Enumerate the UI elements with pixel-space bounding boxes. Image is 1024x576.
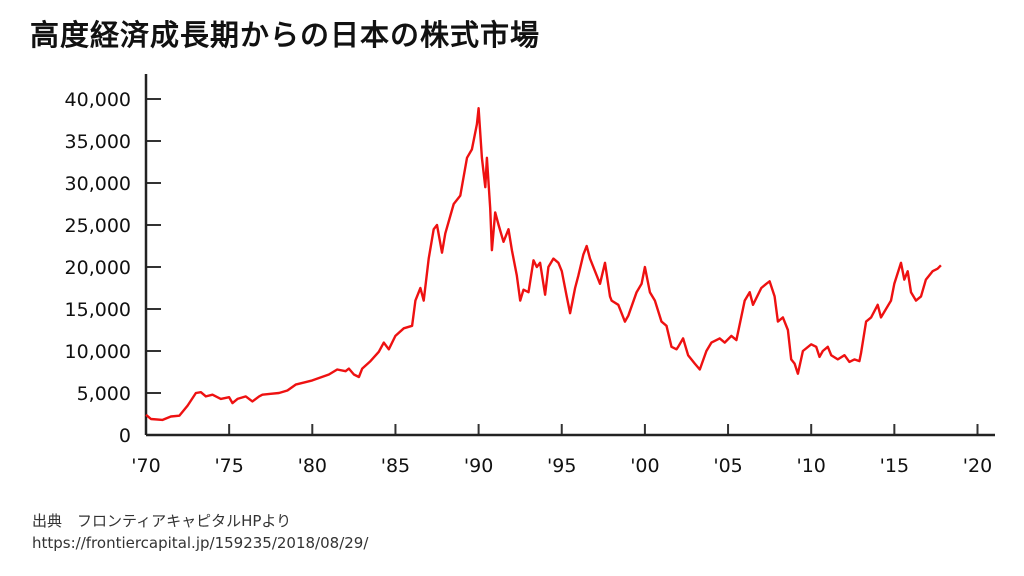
y-tick-label: 30,000 [65, 173, 131, 195]
y-tick-label: 0 [119, 425, 131, 447]
y-tick-label: 10,000 [65, 341, 131, 363]
x-tick-label: '20 [963, 455, 992, 477]
x-tick-label: '00 [630, 455, 659, 477]
x-tick-label: '80 [298, 455, 327, 477]
x-tick-label: '90 [464, 455, 493, 477]
series-line-nikkei [145, 107, 942, 422]
x-tick-label: '70 [131, 455, 160, 477]
source-url: https://frontiercapital.jp/159235/2018/0… [32, 534, 369, 552]
y-tick-label: 25,000 [65, 215, 131, 237]
x-axis: '70 '75 '80 '85 '90 '95 '00 '05 '10 '15 '20 [131, 424, 992, 477]
chart-title: 高度経済成長期からの日本の株式市場 [30, 18, 541, 52]
x-tick-label: '05 [713, 455, 742, 477]
y-axis: 0 5,000 10,000 15,000 20,000 25,000 30,000 35,0… [65, 89, 161, 447]
source-note: 出典 フロンティアキャピタルHPより https://frontiercapit… [32, 510, 368, 554]
y-tick-label: 35,000 [65, 131, 131, 153]
y-tick-label: 20,000 [65, 257, 131, 279]
x-tick-label: '15 [880, 455, 909, 477]
x-tick-label: '95 [547, 455, 576, 477]
y-tick-label: 40,000 [65, 89, 131, 111]
y-tick-label: 5,000 [77, 383, 131, 405]
x-tick-label: '10 [796, 455, 825, 477]
x-tick-label: '85 [381, 455, 410, 477]
y-tick-label: 15,000 [65, 299, 131, 321]
source-label: 出典 フロンティアキャピタルHPより [32, 512, 292, 530]
x-tick-label: '75 [214, 455, 243, 477]
